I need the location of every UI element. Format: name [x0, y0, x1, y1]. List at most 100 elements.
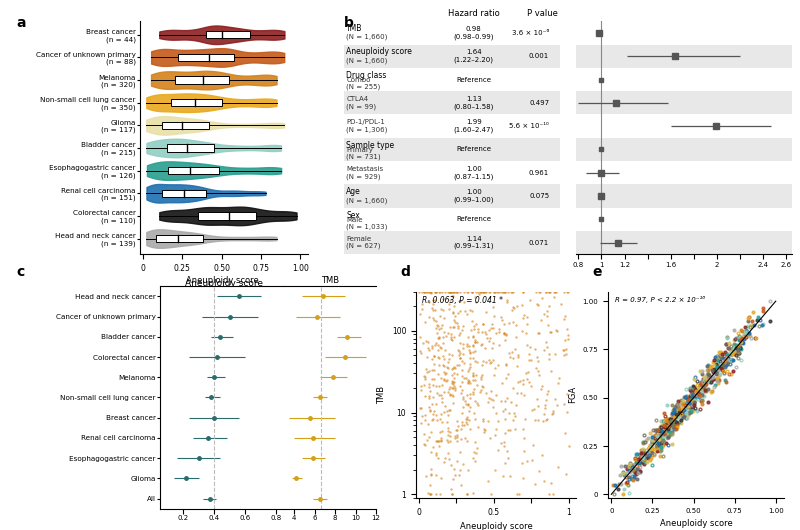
Point — [499, 459, 512, 467]
Point — [463, 379, 476, 387]
Point — [446, 371, 458, 379]
Point — [525, 405, 538, 414]
Point — [441, 436, 454, 444]
Point — [430, 316, 442, 325]
Point — [455, 366, 468, 374]
Point — [531, 352, 544, 361]
Point — [443, 455, 456, 464]
Point — [437, 351, 450, 360]
Point — [473, 287, 486, 296]
Point — [427, 393, 440, 402]
Point — [422, 367, 435, 376]
Point — [558, 312, 571, 321]
Point — [451, 457, 464, 466]
Point — [521, 341, 534, 350]
Point — [557, 346, 570, 354]
Point — [516, 459, 529, 467]
Point — [434, 344, 447, 352]
Point — [424, 407, 437, 415]
Text: 5.6 × 10⁻¹⁰: 5.6 × 10⁻¹⁰ — [510, 123, 550, 129]
Point — [438, 375, 450, 383]
Point — [480, 287, 493, 296]
Point — [496, 316, 509, 325]
Point — [448, 287, 461, 296]
Point — [428, 407, 441, 416]
Point — [536, 382, 549, 391]
Point — [428, 351, 441, 360]
Point — [469, 336, 482, 344]
Point — [459, 434, 472, 443]
Point — [443, 296, 456, 304]
Point — [442, 358, 454, 367]
Point — [558, 400, 570, 409]
Point — [456, 377, 469, 386]
Point — [419, 472, 432, 480]
Point — [493, 324, 506, 333]
Bar — [344, 45, 560, 68]
Point — [487, 324, 500, 332]
Point — [462, 365, 475, 373]
Text: P value: P value — [527, 8, 558, 17]
Text: a: a — [16, 16, 26, 30]
Point — [553, 373, 566, 382]
Point — [433, 324, 446, 333]
Point — [438, 355, 450, 363]
Point — [487, 356, 500, 364]
Point — [469, 293, 482, 302]
Point — [520, 368, 533, 377]
Point — [517, 287, 530, 296]
Point — [469, 376, 482, 384]
Point — [430, 287, 442, 296]
Point — [430, 448, 442, 457]
Point — [418, 318, 431, 326]
Point — [418, 287, 430, 296]
Point — [502, 426, 514, 435]
Point — [415, 348, 428, 357]
Point — [493, 328, 506, 337]
Point — [418, 410, 431, 419]
Point — [502, 370, 514, 378]
Point — [527, 441, 540, 449]
Point — [449, 364, 462, 372]
Point — [436, 339, 449, 347]
Point — [450, 361, 463, 369]
Point — [455, 418, 468, 426]
Point — [546, 407, 559, 415]
Point — [452, 330, 465, 339]
Point — [456, 357, 469, 365]
Point — [476, 340, 489, 349]
Point — [460, 418, 473, 427]
Point — [461, 420, 474, 428]
Point — [542, 320, 554, 329]
Point — [459, 414, 472, 423]
Point — [441, 449, 454, 457]
Point — [488, 370, 501, 379]
Point — [452, 346, 465, 354]
Point — [418, 440, 430, 448]
Point — [560, 324, 573, 333]
Point — [498, 414, 511, 423]
Point — [464, 305, 477, 314]
Point — [436, 427, 449, 435]
Point — [532, 301, 545, 309]
Point — [505, 398, 518, 407]
Point — [494, 287, 507, 296]
Bar — [344, 138, 560, 161]
Point — [445, 332, 458, 341]
Point — [540, 287, 553, 296]
Point — [458, 297, 471, 306]
Point — [437, 306, 450, 315]
Point — [461, 340, 474, 348]
Point — [491, 287, 504, 296]
Point — [478, 328, 491, 337]
Point — [442, 423, 454, 432]
Point — [483, 358, 496, 367]
Point — [421, 436, 434, 444]
Point — [543, 490, 556, 499]
Point — [431, 370, 444, 378]
Point — [440, 369, 453, 377]
Point — [482, 416, 495, 425]
Point — [461, 367, 474, 375]
Y-axis label: FGA: FGA — [568, 386, 577, 403]
Point — [455, 481, 468, 489]
